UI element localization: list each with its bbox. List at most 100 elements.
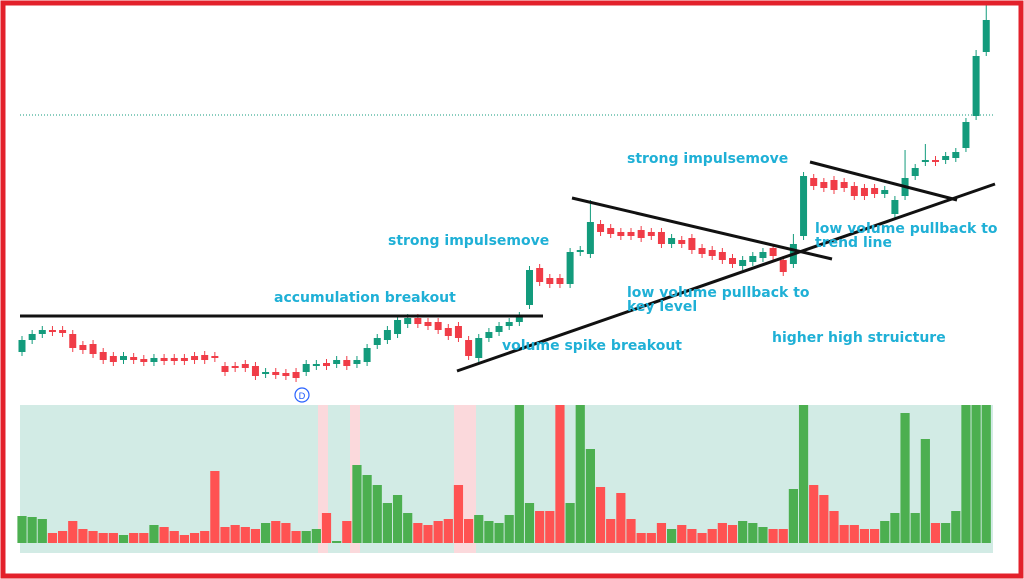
candle-body <box>982 20 990 52</box>
volume-bar <box>768 529 778 543</box>
candle-body <box>170 358 178 361</box>
volume-bar <box>129 533 139 543</box>
candle-body <box>779 260 787 272</box>
candle-body <box>465 340 473 356</box>
volume-bar <box>575 405 585 543</box>
volume-bar <box>951 511 961 543</box>
volume-bar <box>392 495 403 543</box>
candle-body <box>485 332 493 338</box>
volume-bar <box>169 531 179 543</box>
volume-bar <box>301 531 311 543</box>
candle-body <box>708 250 716 256</box>
volume-bar <box>535 511 545 543</box>
candle-body <box>627 232 635 236</box>
volume-bar <box>250 529 261 543</box>
volume-bar <box>372 485 382 543</box>
candle-body <box>891 200 899 214</box>
candle-body <box>962 122 970 148</box>
candle-body <box>729 258 736 264</box>
candle-body <box>556 278 564 284</box>
volume-bar <box>981 405 991 543</box>
volume-bar <box>98 533 108 543</box>
volume-bar <box>585 449 595 543</box>
event-marker <box>294 387 310 403</box>
volume-bar <box>240 527 250 543</box>
candle-body <box>850 186 858 196</box>
volume-bar <box>311 529 321 543</box>
candle-body <box>718 252 726 260</box>
candle-body <box>739 260 747 266</box>
volume-bar <box>727 525 738 543</box>
candle-body <box>99 352 107 360</box>
candle-body <box>404 318 412 324</box>
volume-bar <box>788 489 798 543</box>
candle-body <box>241 364 249 368</box>
candle-body <box>759 252 767 258</box>
annotation: trend line <box>815 235 892 251</box>
volume-bar <box>748 523 758 543</box>
volume-bar <box>616 493 626 543</box>
candle-body <box>637 230 645 238</box>
volume-bar <box>271 521 281 543</box>
candle-body <box>952 152 960 158</box>
volume-bar <box>717 523 727 543</box>
volume-bar <box>656 523 667 543</box>
volume-bar <box>636 533 646 543</box>
volume-bar <box>890 513 900 543</box>
candle-body <box>28 334 36 340</box>
volume-bar <box>646 533 656 543</box>
candle-body <box>840 182 848 188</box>
volume-bar <box>900 413 910 543</box>
volume-bar <box>433 521 443 543</box>
candle-body <box>302 364 310 372</box>
volume-bar <box>464 519 474 543</box>
candle-body <box>586 222 594 254</box>
volume-bar <box>58 531 68 543</box>
candle-body <box>150 358 158 362</box>
volume-bar <box>342 521 352 543</box>
candle-body <box>830 180 838 190</box>
candle-body <box>860 188 868 196</box>
volume-bar <box>332 541 342 543</box>
candle-body <box>130 357 138 360</box>
candle-body <box>536 268 544 282</box>
annotation: strong impulsemove <box>388 233 549 249</box>
volume-bar <box>37 519 47 543</box>
volume-bar <box>697 533 707 543</box>
volume-bar <box>362 475 372 543</box>
volume-bar <box>68 521 78 543</box>
volume-bar <box>606 519 616 543</box>
candle-body <box>323 363 330 366</box>
candle-body <box>668 238 676 244</box>
volume-bar <box>321 513 332 543</box>
volume-bar <box>453 485 464 543</box>
volume-bar <box>159 527 169 543</box>
volume-bar <box>971 405 981 543</box>
candle-body <box>871 188 879 194</box>
annotation: volume spike breakout <box>502 338 682 354</box>
candle-body <box>180 358 188 361</box>
volume-bar <box>941 523 951 543</box>
candle-body <box>38 330 46 334</box>
volume-bar <box>859 529 870 543</box>
candle-body <box>120 356 127 360</box>
volume-bar <box>291 531 301 543</box>
volume-bar <box>849 525 859 543</box>
candle-body <box>363 348 371 362</box>
volume-bar <box>220 527 230 543</box>
volume-bar <box>17 516 27 543</box>
candle-body <box>597 224 605 232</box>
volume-bar <box>829 511 839 543</box>
candle-body <box>810 178 818 186</box>
candle-body <box>79 345 87 350</box>
candle-body <box>932 160 939 162</box>
volume-bar <box>382 503 392 543</box>
candle-body <box>373 338 381 345</box>
volume-bar <box>484 521 494 543</box>
volume-bar <box>200 531 210 543</box>
volume-bar <box>281 523 291 543</box>
candle-body <box>333 360 341 364</box>
volume-bar <box>514 405 524 543</box>
